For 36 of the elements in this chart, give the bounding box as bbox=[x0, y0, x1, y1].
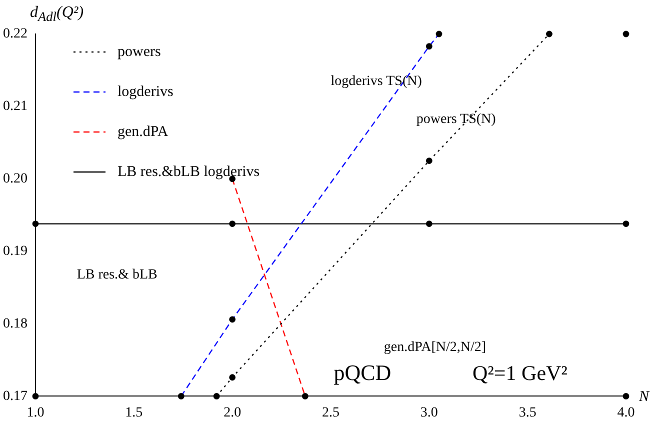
x-tick-label: 4.0 bbox=[617, 405, 635, 420]
y-tick-label: 0.21 bbox=[3, 99, 28, 114]
legend-label: powers bbox=[118, 44, 161, 60]
legend-label: gen.dPA bbox=[118, 124, 168, 140]
y-axis-title: d$_{Adl}$(Q²) bbox=[30, 4, 84, 26]
x-tick-label: 2.5 bbox=[322, 405, 340, 420]
point bbox=[622, 393, 630, 400]
point bbox=[32, 393, 39, 400]
x-axis-title: N bbox=[638, 389, 649, 406]
x-tick-label: 3.0 bbox=[420, 405, 438, 420]
legend-label: logderivs bbox=[118, 84, 174, 100]
point bbox=[622, 30, 630, 38]
point bbox=[426, 220, 432, 227]
point bbox=[229, 374, 236, 381]
x-tick-label: 1.5 bbox=[125, 405, 143, 420]
point bbox=[426, 158, 432, 164]
y-tick-label: 0.20 bbox=[3, 172, 28, 187]
point bbox=[622, 220, 630, 227]
y-tick-label: 0.22 bbox=[3, 26, 28, 42]
point bbox=[229, 220, 236, 227]
point bbox=[213, 393, 220, 400]
x-tick-label: 3.5 bbox=[518, 405, 536, 420]
annotation: LB res.& bLB bbox=[76, 268, 158, 283]
annotation: powers TS(N) bbox=[416, 112, 496, 127]
annotation: logderivs TS(N) bbox=[330, 74, 422, 89]
point bbox=[546, 30, 552, 38]
y-tick-label: 0.19 bbox=[3, 244, 28, 259]
annotation: Q²=1 GeV² bbox=[472, 360, 568, 385]
x-tick-label: 1.0 bbox=[26, 405, 44, 420]
x-tick-label: 2.0 bbox=[224, 405, 242, 420]
annotation: gen.dPA[N/2,N/2] bbox=[384, 340, 486, 355]
y-tick-label: 0.18 bbox=[3, 316, 28, 332]
annotation: pQCD bbox=[334, 360, 392, 386]
y-tick-label: 0.17 bbox=[3, 388, 28, 404]
point bbox=[32, 220, 39, 227]
legend-label: LB res.&bLB logderivs bbox=[118, 164, 260, 180]
